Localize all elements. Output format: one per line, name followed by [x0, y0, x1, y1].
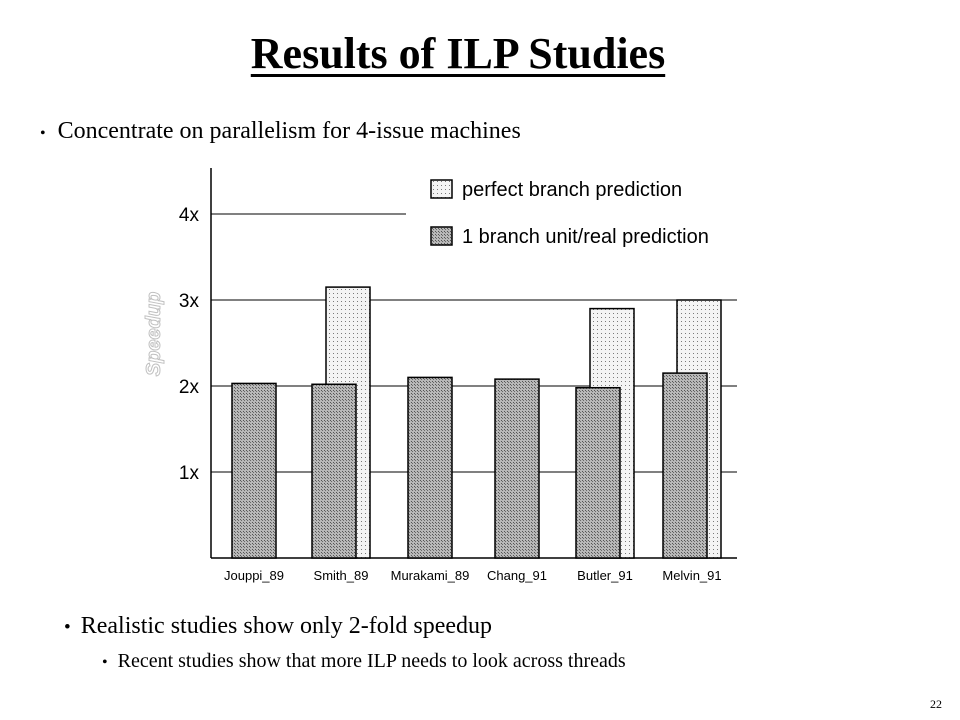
bullet-item: • Recent studies show that more ILP need… — [102, 650, 626, 673]
x-tick-label: Butler_91 — [577, 568, 633, 583]
bullet-item: • Realistic studies show only 2-fold spe… — [64, 613, 492, 640]
y-tick-label: 3x — [179, 291, 200, 312]
bullet-dot-icon: • — [40, 125, 46, 142]
x-tick-label: Chang_91 — [487, 568, 547, 583]
bar-real — [407, 376, 453, 559]
bar-real — [231, 382, 277, 559]
x-tick-label: Murakami_89 — [391, 568, 470, 583]
y-tick-label: 1x — [179, 463, 200, 484]
x-tick-label: Jouppi_89 — [224, 568, 284, 583]
bullet-item: • Concentrate on parallelism for 4-issue… — [40, 118, 521, 145]
legend-swatch — [430, 179, 453, 199]
bullet-dot-icon: • — [102, 654, 108, 671]
y-tick-label: 4x — [179, 205, 200, 226]
bar-real — [494, 378, 540, 559]
x-tick-label: Melvin_91 — [662, 568, 721, 583]
y-axis-title: Speedup — [143, 292, 165, 376]
bullet-dot-icon: • — [64, 617, 71, 638]
bar-real — [311, 383, 357, 559]
x-tick-label: Smith_89 — [314, 568, 369, 583]
bar-real — [662, 372, 708, 559]
slide-title: Results of ILP Studies — [250, 29, 666, 78]
page-number: 22 — [930, 697, 942, 711]
bullet-text: Recent studies show that more ILP needs … — [117, 650, 626, 672]
legend-swatch — [430, 226, 453, 246]
bullet-text: Realistic studies show only 2-fold speed… — [80, 613, 492, 639]
y-tick-label: 2x — [179, 377, 200, 398]
bullet-text: Concentrate on parallelism for 4-issue m… — [57, 118, 521, 144]
bar-real — [575, 386, 621, 559]
legend-label: 1 branch unit/real prediction — [462, 226, 709, 248]
legend-label: perfect branch prediction — [462, 179, 682, 201]
